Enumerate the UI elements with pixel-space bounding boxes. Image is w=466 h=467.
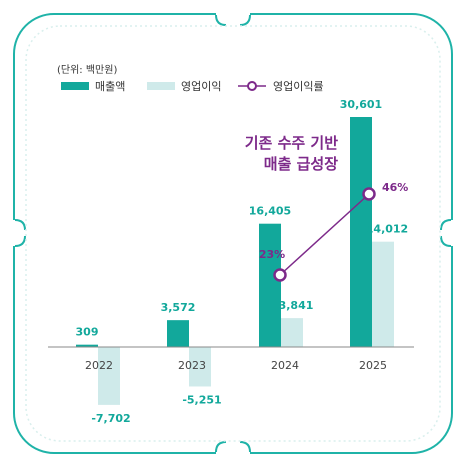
legend-op-margin: 영업이익률 xyxy=(237,79,324,93)
op-profit-bar-2023 xyxy=(189,347,211,387)
margin-label-2025: 46% xyxy=(382,181,408,194)
sales-label-2023: 3,572 xyxy=(161,301,196,314)
sales-bar-2022 xyxy=(76,344,98,347)
op-profit-bar-2022 xyxy=(98,347,120,405)
op-profit-label-2022: -7,702 xyxy=(91,412,130,425)
sales-label-2024: 16,405 xyxy=(249,205,291,218)
sales-label-2025: 30,601 xyxy=(340,98,382,111)
margin-line xyxy=(279,193,370,276)
sales-label-2022: 309 xyxy=(76,326,99,339)
x-tick-2022: 2022 xyxy=(85,359,113,372)
legend-margin-line-icon xyxy=(238,81,266,91)
legend-op-margin-label: 영업이익률 xyxy=(273,80,324,93)
growth-annotation: 기존 수주 기반 매출 급성장 xyxy=(198,133,338,175)
legend-op-profit-swatch xyxy=(147,82,175,90)
op-profit-label-2025: 14,012 xyxy=(366,223,408,236)
unit-label: (단위: 백만원) xyxy=(57,65,118,76)
sales-bar-2024 xyxy=(259,223,281,347)
legend-sales-swatch xyxy=(61,82,89,90)
legend-sales: 매출액 xyxy=(61,79,125,93)
legend-op-profit: 영업이익 xyxy=(147,79,221,93)
x-tick-2024: 2024 xyxy=(271,359,299,372)
x-tick-2023: 2023 xyxy=(178,359,206,372)
margin-label-2024: 23% xyxy=(259,248,285,261)
legend-sales-label: 매출액 xyxy=(95,80,126,93)
sales-bar-2025 xyxy=(350,117,372,347)
annotation-line-2: 매출 급성장 xyxy=(263,155,338,173)
op-profit-label-2023: -5,251 xyxy=(182,393,221,406)
margin-point-2025 xyxy=(362,187,376,201)
sales-bar-2023 xyxy=(167,320,189,347)
annotation-line-1: 기존 수주 기반 xyxy=(244,134,338,152)
op-profit-label-2024: 3,841 xyxy=(279,299,314,312)
op-profit-bar-2025 xyxy=(372,241,394,347)
op-profit-bar-2024 xyxy=(281,318,303,347)
margin-point-2024 xyxy=(273,268,287,282)
legend-op-profit-label: 영업이익 xyxy=(181,80,222,93)
x-tick-2025: 2025 xyxy=(359,359,387,372)
